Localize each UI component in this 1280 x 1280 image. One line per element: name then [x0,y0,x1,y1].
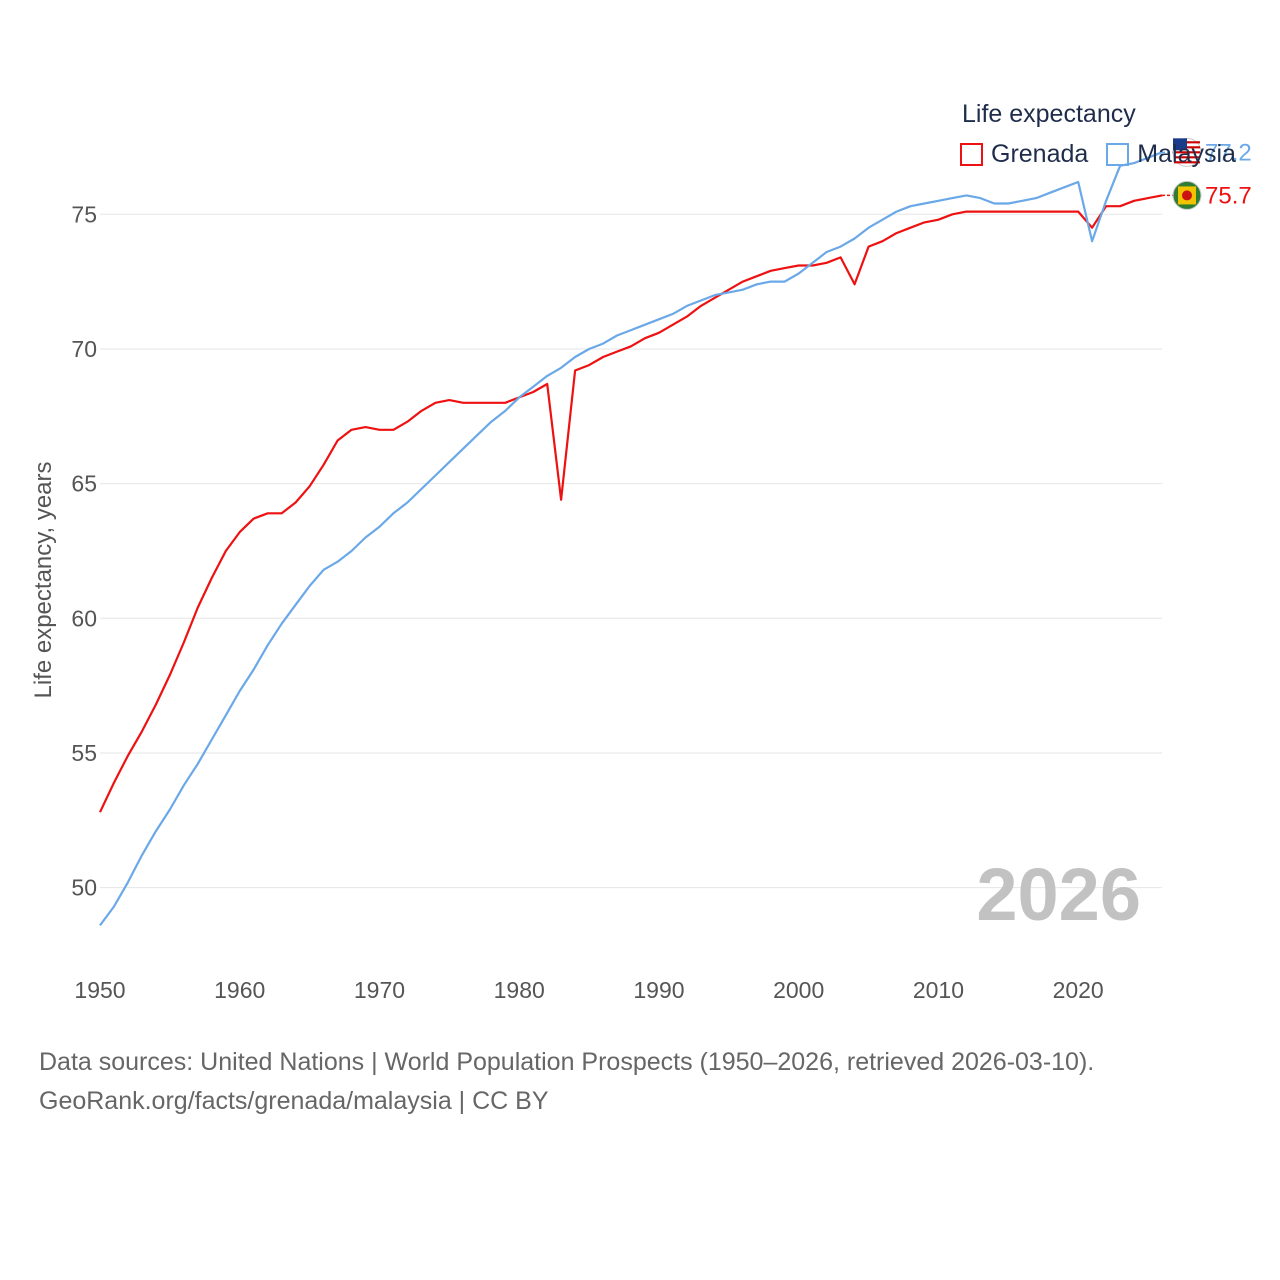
x-tick-label-2010: 2010 [913,977,964,1003]
series-line-grenada [99,194,1163,813]
end-label-grenada: 75.7 [1205,182,1252,209]
x-tick-label-1980: 1980 [494,977,545,1003]
y-tick-label-55: 55 [71,740,97,766]
x-tick-label-1960: 1960 [214,977,265,1003]
y-axis-ticks: 50 55 60 65 70 75 [71,201,97,900]
series-line-malaysia [99,151,1163,927]
y-tick-label-50: 50 [71,875,97,901]
legend-title: Life expectancy [962,100,1136,128]
legend-item-grenada[interactable]: Grenada [960,140,1088,169]
y-axis-label: Life expectancy, years [30,461,57,698]
legend-label-malaysia: Malaysia [1137,140,1236,168]
x-tick-label-1990: 1990 [633,977,684,1003]
gridlines [100,213,1162,889]
legend-swatch-grenada [960,143,983,166]
y-tick-label-70: 70 [71,336,97,362]
y-tick-label-60: 60 [71,605,97,631]
year-watermark: 2026 [976,853,1141,936]
flag-disc-grenada [1182,190,1192,201]
x-axis-ticks: 1950 1960 1970 1980 1990 2000 2010 2020 [74,977,1103,1003]
x-tick-label-2020: 2020 [1053,977,1104,1003]
source-line-2[interactable]: GeoRank.org/facts/grenada/malaysia | CC … [39,1087,549,1115]
legend-swatch-malaysia [1106,143,1130,166]
y-tick-label-75: 75 [71,201,97,227]
flag-canton-malaysia [1173,138,1187,151]
x-tick-label-2000: 2000 [773,977,824,1003]
series-lines [99,151,1163,927]
source-line-1: Data sources: United Nations | World Pop… [39,1048,1095,1076]
x-tick-label-1950: 1950 [74,977,125,1003]
y-tick-label-65: 65 [71,471,97,497]
end-label-malaysia: 77.2 [1205,139,1252,166]
source-note: Data sources: United Nations | World Pop… [39,1043,1094,1121]
legend: Grenada Malaysia [960,140,1254,169]
legend-item-malaysia[interactable]: Malaysia [1106,140,1236,169]
legend-label-grenada: Grenada [991,140,1089,168]
x-tick-label-1970: 1970 [354,977,405,1003]
end-labels: 75.7 77.2 [1162,137,1252,210]
